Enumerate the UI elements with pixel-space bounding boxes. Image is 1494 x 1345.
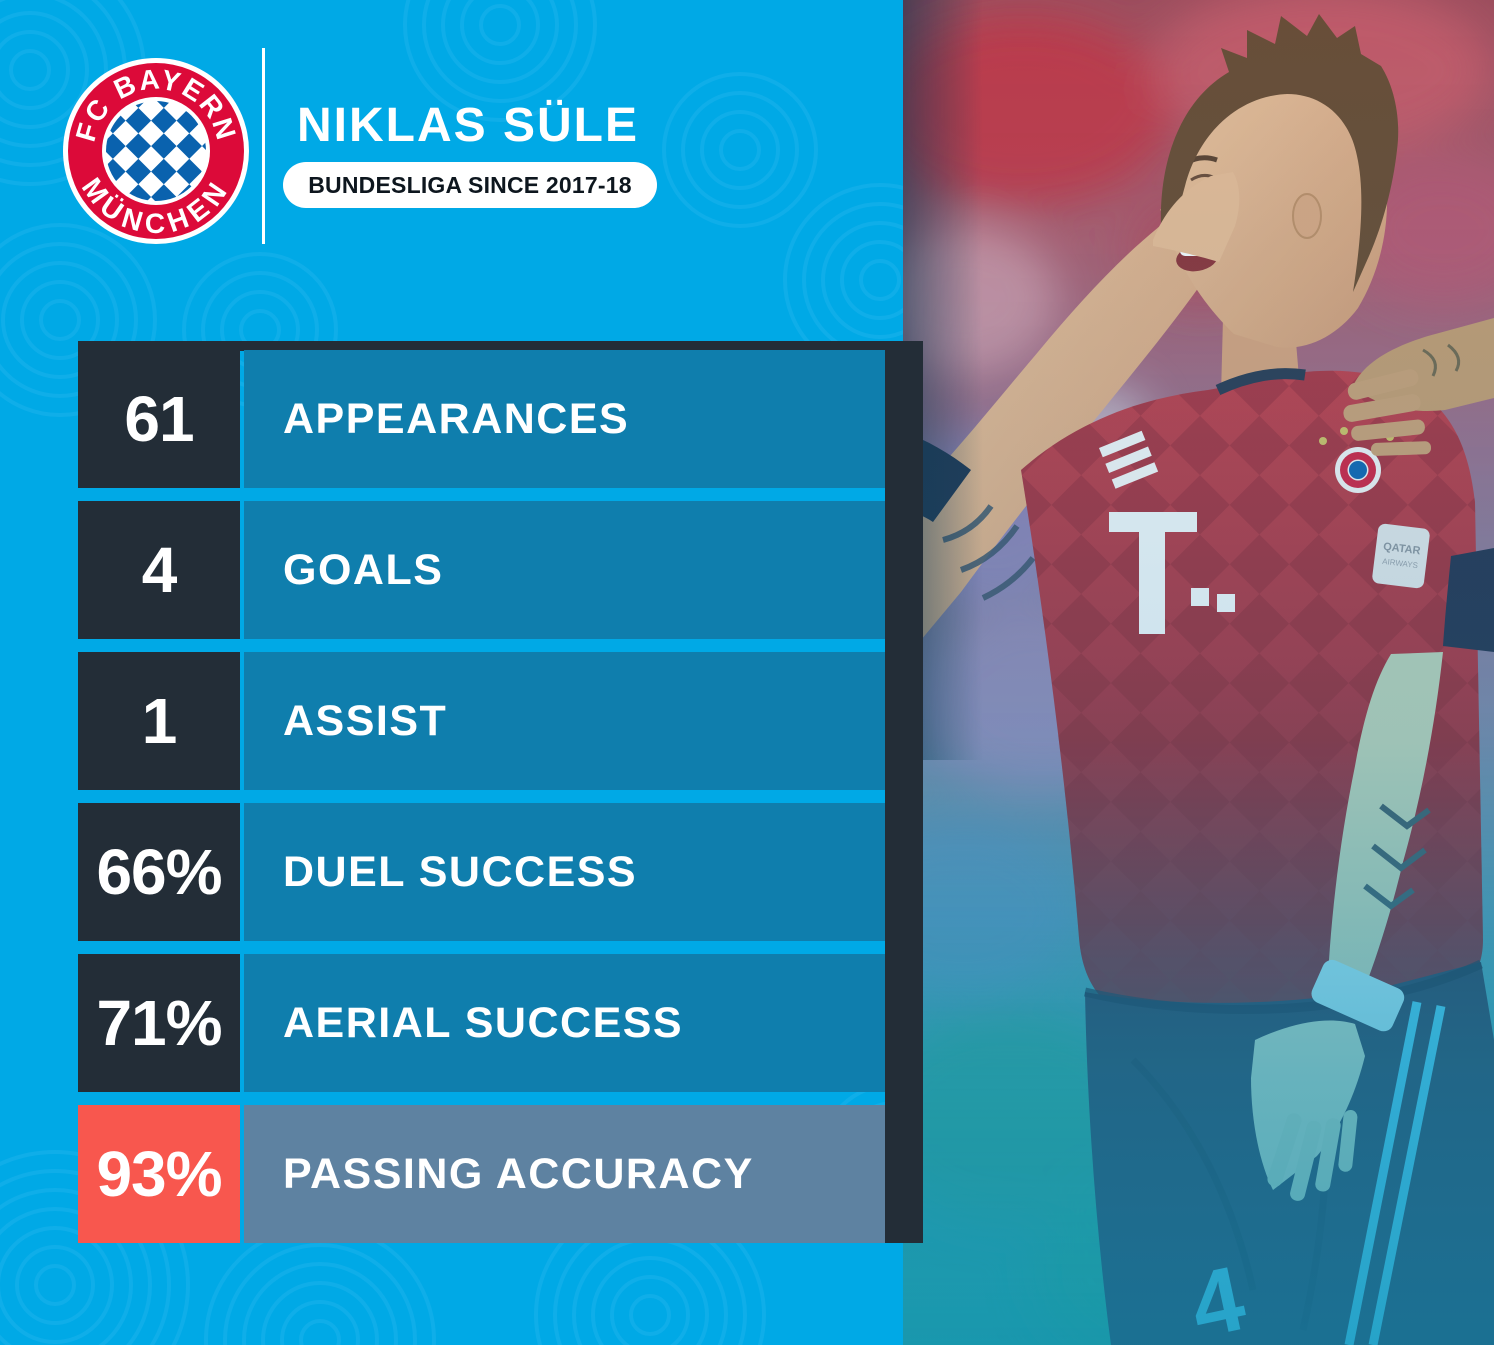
stat-value: 1 bbox=[78, 652, 240, 790]
stat-label: GOALS bbox=[244, 501, 885, 639]
stat-row-appearances: 61 APPEARANCES bbox=[78, 350, 885, 488]
stat-label: AERIAL SUCCESS bbox=[244, 954, 885, 1092]
stat-value-highlight: 93% bbox=[78, 1105, 240, 1243]
stat-value: 71% bbox=[78, 954, 240, 1092]
stat-label: APPEARANCES bbox=[244, 350, 885, 488]
header-divider bbox=[262, 48, 265, 244]
stat-value: 61 bbox=[78, 350, 240, 488]
photo-color-cast bbox=[903, 0, 1494, 1345]
stat-label: ASSIST bbox=[244, 652, 885, 790]
photo-teal-tint bbox=[903, 0, 1494, 1345]
player-name: NIKLAS SÜLE bbox=[297, 99, 640, 152]
stats-panel-right-edge bbox=[885, 341, 923, 1243]
fc-bayern-logo-icon: FC BAYERN MÜNCHEN bbox=[63, 58, 249, 244]
stat-row-goals: 4 GOALS bbox=[78, 501, 885, 639]
stat-row-passing-accuracy: 93% PASSING ACCURACY bbox=[78, 1105, 885, 1243]
stats-panel-top-edge bbox=[78, 341, 923, 351]
stat-value: 4 bbox=[78, 501, 240, 639]
stat-value: 66% bbox=[78, 803, 240, 941]
subtitle-pill: BUNDESLIGA SINCE 2017-18 bbox=[283, 162, 657, 208]
stat-label: PASSING ACCURACY bbox=[244, 1105, 885, 1243]
stat-row-assist: 1 ASSIST bbox=[78, 652, 885, 790]
player-photo: QATAR AIRWAYS bbox=[903, 0, 1494, 1345]
stat-label: DUEL SUCCESS bbox=[244, 803, 885, 941]
stat-row-aerial-success: 71% AERIAL SUCCESS bbox=[78, 954, 885, 1092]
subtitle-text: BUNDESLIGA SINCE 2017-18 bbox=[308, 171, 632, 198]
stat-row-duel-success: 66% DUEL SUCCESS bbox=[78, 803, 885, 941]
